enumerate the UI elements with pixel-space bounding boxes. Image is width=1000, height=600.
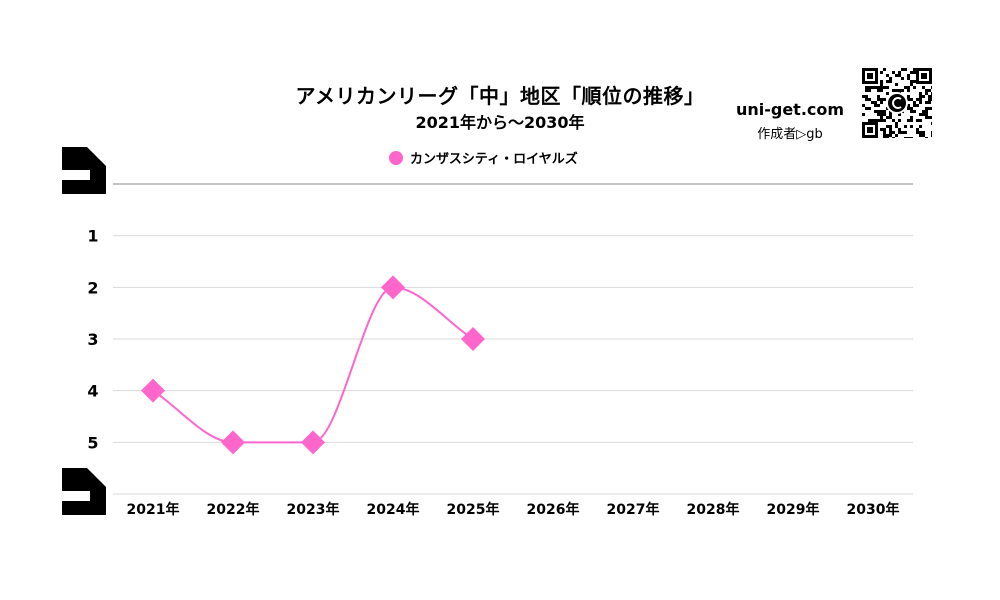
x-tick-label: 2022年 <box>207 501 260 518</box>
y-tick-label: 4 <box>87 382 98 401</box>
data-point <box>141 378 165 403</box>
corner-brackets <box>62 147 106 515</box>
series-line <box>152 286 474 444</box>
site-name: uni-get.com <box>735 100 845 119</box>
y-tick-label: 1 <box>87 227 98 246</box>
data-point <box>461 327 485 351</box>
x-tick-label: 2027年 <box>607 501 660 518</box>
author-credit: 作成者▷gb <box>757 127 823 142</box>
x-tick-label: 2025年 <box>447 501 500 518</box>
x-tick-label: 2024年 <box>367 501 420 518</box>
x-tick-label: 2023年 <box>287 501 340 518</box>
legend-label: カンザスシティ・ロイヤルズ <box>410 151 578 167</box>
y-tick-label: 2 <box>87 278 98 297</box>
x-tick-label: 2029年 <box>767 501 820 518</box>
x-tick-label: 2021年 <box>127 501 180 518</box>
chart-subtitle: 2021年から～2030年 <box>415 113 585 132</box>
x-tick-label: 2028年 <box>687 501 740 518</box>
x-tick-label: 2030年 <box>847 501 900 518</box>
legend-marker <box>389 151 403 165</box>
x-tick-label: 2026年 <box>527 501 580 518</box>
data-point <box>301 430 325 455</box>
data-point <box>221 430 245 455</box>
qr-code-icon <box>862 68 932 138</box>
data-point <box>381 275 405 300</box>
chart-title: アメリカンリーグ「中」地区「順位の推移」 <box>295 84 705 108</box>
y-tick-label: 3 <box>87 330 98 349</box>
y-tick-label: 5 <box>87 433 98 452</box>
